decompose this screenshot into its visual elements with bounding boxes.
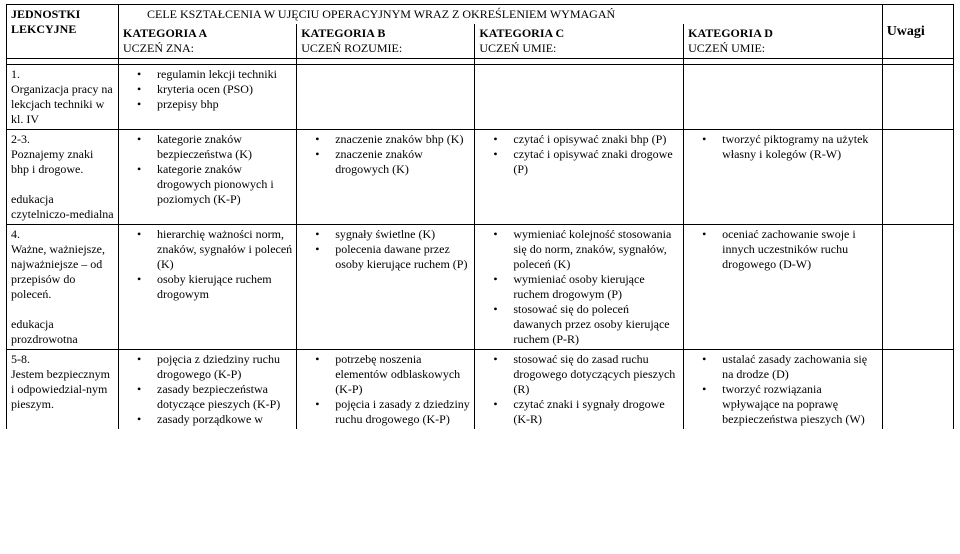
row-2-a: kategorie znaków bezpieczeństwa (K) kate… (119, 130, 297, 225)
row-4-lek: 5-8. Jestem bezpiecznym i odpowiedzial-n… (7, 350, 119, 430)
row-4-b: potrzebę noszenia elementów odblaskowych… (297, 350, 475, 430)
row-3: 4. Ważne, ważniejsze, najważniejsze – od… (7, 225, 954, 350)
row-2: 2-3. Poznajemy znaki bhp i drogowe. eduk… (7, 130, 954, 225)
header-row-1: JEDNOSTKI LEKCYJNE CELE KSZTAŁCENIA W UJ… (7, 5, 954, 25)
header-kat-b: KATEGORIA B UCZEŃ ROZUMIE: (297, 24, 475, 59)
row-3-d: oceniać zachowanie swoje i innych uczest… (684, 225, 883, 350)
row-1-b (297, 65, 475, 130)
row-3-a: hierarchię ważności norm, znaków, sygnał… (119, 225, 297, 350)
row-1-lek: 1. Organizacja pracy na lekcjach technik… (7, 65, 119, 130)
row-3-b: sygnały świetlne (K) polecenia dawane pr… (297, 225, 475, 350)
header-jednostki: JEDNOSTKI LEKCYJNE (7, 5, 119, 59)
row-1-a: regulamin lekcji techniki kryteria ocen … (119, 65, 297, 130)
row-4: 5-8. Jestem bezpiecznym i odpowiedzial-n… (7, 350, 954, 430)
row-3-c: wymieniać kolejność stosowania się do no… (475, 225, 684, 350)
row-2-d: tworzyć piktogramy na użytek własny i ko… (684, 130, 883, 225)
row-1-d (684, 65, 883, 130)
row-4-uwagi (882, 350, 953, 430)
row-2-uwagi (882, 130, 953, 225)
row-1-uwagi (882, 65, 953, 130)
header-uwagi: Uwagi (882, 5, 953, 59)
row-2-b: znaczenie znaków bhp (K) znaczenie znakó… (297, 130, 475, 225)
header-cele: CELE KSZTAŁCENIA W UJĘCIU OPERACYJNYM WR… (119, 5, 883, 25)
row-3-lek: 4. Ważne, ważniejsze, najważniejsze – od… (7, 225, 119, 350)
curriculum-table: JEDNOSTKI LEKCYJNE CELE KSZTAŁCENIA W UJ… (6, 4, 954, 429)
header-row-2: KATEGORIA A UCZEŃ ZNA: KATEGORIA B UCZEŃ… (7, 24, 954, 59)
row-3-uwagi (882, 225, 953, 350)
row-1-c (475, 65, 684, 130)
row-4-d: ustalać zasady zachowania się na drodze … (684, 350, 883, 430)
row-2-lek: 2-3. Poznajemy znaki bhp i drogowe. eduk… (7, 130, 119, 225)
row-4-c: stosować się do zasad ruchu drogowego do… (475, 350, 684, 430)
header-kat-d: KATEGORIA D UCZEŃ UMIE: (684, 24, 883, 59)
header-kat-c: KATEGORIA C UCZEŃ UMIE: (475, 24, 684, 59)
row-4-a: pojęcia z dziedziny ruchu drogowego (K-P… (119, 350, 297, 430)
header-kat-a: KATEGORIA A UCZEŃ ZNA: (119, 24, 297, 59)
row-1: 1. Organizacja pracy na lekcjach technik… (7, 65, 954, 130)
row-2-c: czytać i opisywać znaki bhp (P) czytać i… (475, 130, 684, 225)
